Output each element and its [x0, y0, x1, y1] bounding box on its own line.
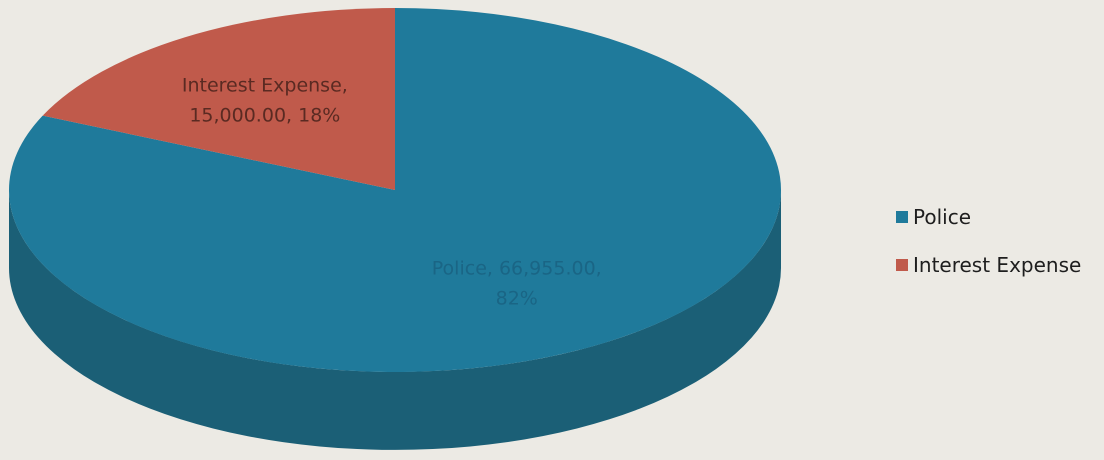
- pie-slice-police: [9, 8, 782, 372]
- data-label-police: Police, 66,955.00, 82%: [432, 258, 602, 310]
- data-label-interest-expense: Interest Expense, 15,000.00, 18%: [182, 74, 348, 126]
- pie-data-labels: Police, 66,955.00, 82% Interest Expense, 15…: [182, 74, 602, 309]
- pie-slice-interest-expense: [42, 8, 396, 190]
- pie-side-police: [9, 190, 781, 450]
- legend-swatch-interest-expense: [896, 259, 908, 271]
- legend-swatch-police: [896, 211, 908, 223]
- legend-label-police: Police: [913, 205, 971, 229]
- pie-slices: [9, 8, 782, 372]
- legend: Police Interest Expense: [896, 205, 1081, 277]
- legend-label-interest-expense: Interest Expense: [913, 253, 1081, 277]
- pie-3d-sides: [9, 190, 781, 450]
